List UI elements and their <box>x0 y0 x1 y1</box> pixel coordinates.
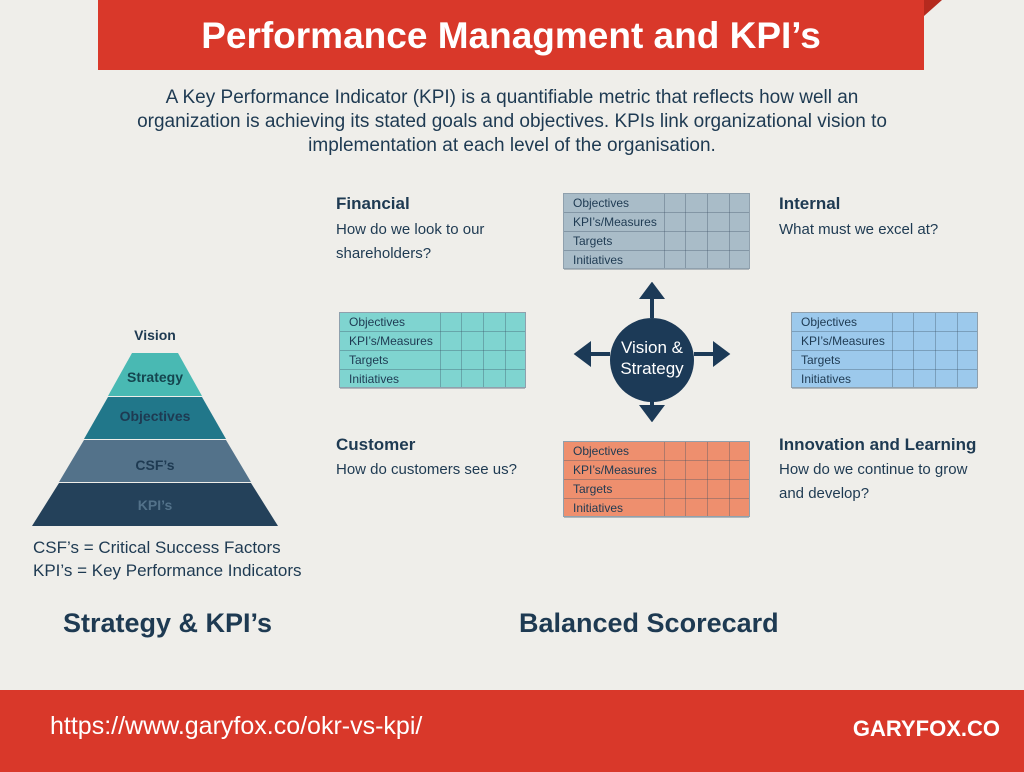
financial-question-line-2: shareholders? <box>336 245 432 262</box>
arrow-right-icon <box>713 341 731 367</box>
grid-row: Targets <box>564 232 749 251</box>
pyramid-label-objectives: Objectives <box>119 408 191 424</box>
grid-column-divider <box>957 313 958 387</box>
financial-title: Financial <box>336 194 410 213</box>
grid-row: Initiatives <box>340 370 525 389</box>
grid-row: Initiatives <box>564 251 749 270</box>
grid-column-divider <box>729 194 730 268</box>
grid-row: Initiatives <box>564 499 749 518</box>
grid-row-label: Targets <box>573 482 613 496</box>
grid-row: Initiatives <box>792 370 977 389</box>
grid-column-divider <box>664 194 665 268</box>
grid-column-divider <box>729 442 730 516</box>
financial-question: How do we look to our shareholders? <box>336 218 484 266</box>
footer-brand: GARYFOX.CO <box>852 716 1000 741</box>
financial-grid: Objectives KPI’s/Measures Targets Initiativ… <box>339 312 526 389</box>
scorecard-section-title: Balanced Scorecard <box>519 608 779 638</box>
grid-row-label: Initiatives <box>349 372 400 386</box>
grid-column-divider <box>913 313 914 387</box>
grid-column-divider <box>505 313 506 387</box>
innovation-question: How do we continue to grow and develop? <box>779 458 967 506</box>
pyramid-label-vision: Vision <box>134 327 176 343</box>
grid-row: Objectives <box>340 313 525 332</box>
innovation-title: Innovation and Learning <box>779 435 977 454</box>
legend-kpi: KPI’s = Key Performance Indicators <box>33 561 302 580</box>
grid-row: Objectives <box>564 194 749 213</box>
footer-bar <box>0 690 1024 772</box>
pyramid-level-objectives <box>84 397 226 439</box>
customer-title: Customer <box>336 435 416 454</box>
grid-row: Targets <box>340 351 525 370</box>
intro-line-3: implementation at each level of the orga… <box>308 135 716 156</box>
grid-row-label: Initiatives <box>573 501 624 515</box>
arrow-up-icon <box>639 282 665 299</box>
grid-row-label: Initiatives <box>801 372 852 386</box>
grid-row: KPI’s/Measures <box>564 461 749 480</box>
grid-column-divider <box>707 194 708 268</box>
grid-row-label: Objectives <box>573 444 630 458</box>
grid-column-divider <box>892 313 893 387</box>
strategy-section-title: Strategy & KPI’s <box>63 608 273 638</box>
intro-text: A Key Performance Indicator (KPI) is a q… <box>80 86 944 158</box>
title-banner <box>98 0 924 70</box>
arrow-left-icon <box>573 341 591 367</box>
vision-strategy-circle: Vision & Strategy <box>610 318 694 402</box>
grid-row-label: Objectives <box>573 196 630 210</box>
vision-line-2: Strategy <box>620 359 684 378</box>
grid-column-divider <box>461 313 462 387</box>
pyramid-label-csf: CSF’s <box>135 457 175 473</box>
grid-row: Objectives <box>792 313 977 332</box>
grid-column-divider <box>664 442 665 516</box>
innovation-question-line-1: How do we continue to grow <box>779 461 968 478</box>
vision-line-1: Vision & <box>620 338 684 357</box>
financial-question-line-1: How do we look to our <box>336 221 485 238</box>
grid-row-label: Objectives <box>349 315 406 329</box>
grid-column-divider <box>440 313 441 387</box>
grid-row-label: KPI’s/Measures <box>349 334 433 348</box>
intro-line-1: A Key Performance Indicator (KPI) is a q… <box>165 87 859 108</box>
pyramid-label-strategy: Strategy <box>126 369 184 385</box>
grid-column-divider <box>685 194 686 268</box>
innovation-question-line-2: and develop? <box>779 485 870 502</box>
grid-row-label: Initiatives <box>573 253 624 267</box>
page-title: Performance Managment and KPI’s <box>201 15 821 56</box>
grid-row-label: Targets <box>349 353 389 367</box>
arrow-down-icon <box>639 405 665 422</box>
grid-column-divider <box>707 442 708 516</box>
customer-question: How do customers see us? <box>336 461 517 478</box>
grid-column-divider <box>483 313 484 387</box>
grid-row: Targets <box>792 351 977 370</box>
banner-fold <box>924 0 942 16</box>
grid-row-label: Targets <box>801 353 841 367</box>
grid-row-label: KPI’s/Measures <box>573 463 657 477</box>
grid-column-divider <box>935 313 936 387</box>
internal-question: What must we excel at? <box>779 221 939 238</box>
grid-row-label: KPI’s/Measures <box>573 215 657 229</box>
legend-csf: CSF’s = Critical Success Factors <box>33 538 281 557</box>
pyramid-level-csf <box>59 440 251 482</box>
grid-row-label: Objectives <box>801 315 858 329</box>
pyramid-label-kpi: KPI’s <box>137 497 173 513</box>
intro-line-2: organization is achieving its stated goa… <box>137 111 887 132</box>
innovation-grid: Objectives KPI’s/Measures Targets Initiativ… <box>563 441 750 518</box>
footer-url-link[interactable]: https://www.garyfox.co/okr-vs-kpi/ <box>50 712 423 740</box>
grid-row-label: KPI’s/Measures <box>801 334 885 348</box>
pyramid-level-kpi <box>32 483 278 526</box>
strategy-pyramid <box>32 310 278 526</box>
grid-row-label: Targets <box>573 234 613 248</box>
grid-row: Objectives <box>564 442 749 461</box>
grid-row: KPI’s/Measures <box>340 332 525 351</box>
grid-column-divider <box>685 442 686 516</box>
pyramid-level-strategy <box>108 353 202 396</box>
customer-grid: Objectives KPI’s/Measures Targets Initiativ… <box>563 193 750 270</box>
pyramid-level-vision <box>132 310 178 352</box>
grid-row: Targets <box>564 480 749 499</box>
grid-row: KPI’s/Measures <box>564 213 749 232</box>
internal-grid: Objectives KPI’s/Measures Targets Initiativ… <box>791 312 978 389</box>
internal-title: Internal <box>779 194 841 213</box>
grid-row: KPI’s/Measures <box>792 332 977 351</box>
